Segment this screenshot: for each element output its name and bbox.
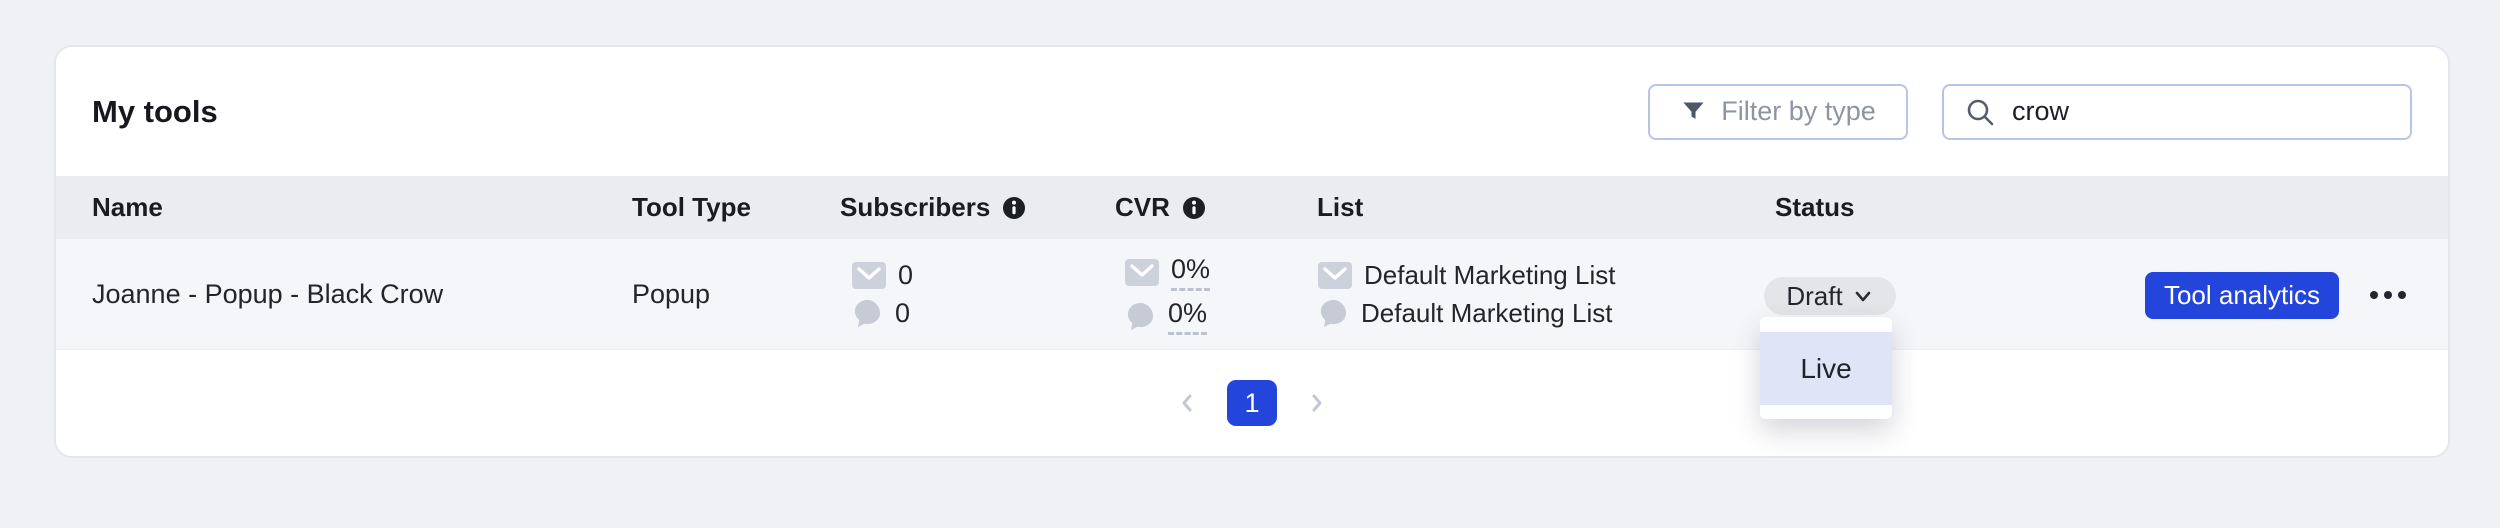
tool-name: Joanne - Popup - Black Crow [92,279,444,309]
cvr-email-line: 0% [1125,254,1211,291]
row-actions-menu-button[interactable] [2370,239,2406,350]
page-title: My tools [92,93,218,129]
search-box[interactable] [1942,83,2412,140]
pagination: 1 [56,350,2448,456]
list-sms-line: Default Marketing List [1318,298,1615,329]
next-page-button[interactable] [1307,389,1327,417]
list-cell: Default Marketing List Default Marketing… [1318,239,1615,350]
page-number-button[interactable]: 1 [1227,380,1277,426]
subscribers-sms-line: 0 [852,298,913,329]
column-header-name: Name [92,192,163,222]
info-icon[interactable] [1182,196,1206,220]
previous-page-button[interactable] [1177,389,1197,417]
filter-by-type-button[interactable]: Filter by type [1648,83,1908,140]
cvr-header-label: CVR [1115,192,1170,222]
chat-bubble-icon [854,299,881,328]
my-tools-card: My tools Filter by type Name Tool Type S… [54,45,2450,458]
chevron-down-icon [1855,291,1870,302]
status-dropdown-trigger[interactable]: Draft [1764,277,1896,315]
info-icon[interactable] [1002,196,1026,220]
status-dropdown-menu: Live [1760,317,1892,419]
chat-bubble-icon [1127,302,1154,331]
column-header-subscribers: Subscribers [840,176,1026,239]
email-icon [1318,262,1352,289]
column-header-tool-type: Tool Type [632,192,751,222]
subscribers-email-count: 0 [898,260,914,290]
email-icon [852,262,886,289]
status-badge: Draft [1786,280,1843,311]
search-icon [1967,99,1994,125]
cvr-sms-line: 0% [1125,298,1210,335]
status-option-live[interactable]: Live [1760,332,1892,405]
cvr-email-value[interactable]: 0% [1171,254,1211,291]
search-input[interactable] [2012,96,2390,127]
table-row: Joanne - Popup - Black Crow Popup 0 0 [56,239,2448,350]
funnel-icon [1683,102,1704,119]
email-icon [1125,259,1159,286]
chevron-left-icon [1182,394,1192,412]
filter-button-label: Filter by type [1721,96,1876,126]
chevron-right-icon [1312,394,1322,412]
column-header-list: List [1317,192,1364,222]
table-header: Name Tool Type Subscribers CVR List Stat… [56,176,2448,239]
cvr-cell: 0% 0% [1125,239,1211,350]
card-header: My tools Filter by type [56,47,2448,176]
list-email-line: Default Marketing List [1318,260,1615,291]
list-sms-name: Default Marketing List [1361,298,1613,328]
list-email-name: Default Marketing List [1364,260,1616,290]
tool-analytics-button[interactable]: Tool analytics [2145,272,2339,319]
chat-bubble-icon [1320,299,1347,328]
subscribers-header-label: Subscribers [840,192,991,222]
column-header-status: Status [1775,192,1855,222]
subscribers-sms-count: 0 [895,298,911,328]
tool-type: Popup [632,279,711,309]
subscribers-email-line: 0 [852,260,913,291]
subscribers-cell: 0 0 [852,239,913,350]
column-header-cvr: CVR [1115,176,1206,239]
cvr-sms-value[interactable]: 0% [1168,298,1208,335]
